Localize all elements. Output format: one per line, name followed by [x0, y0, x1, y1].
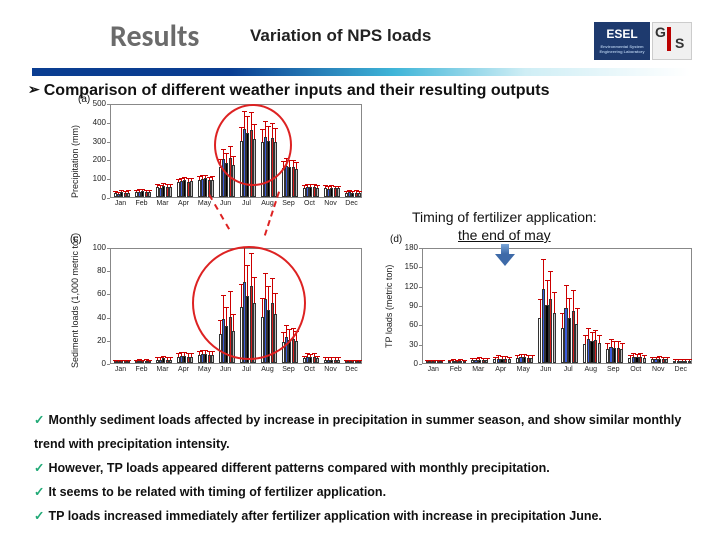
logo-gis-s: S	[675, 35, 684, 51]
logo-esel: ESEL Environmental SystemEngineering Labo…	[594, 22, 650, 60]
bullet-3: ✓ It seems to be related with timing of f…	[34, 480, 714, 504]
intro-label: Comparison of different weather inputs a…	[44, 82, 550, 99]
ylabel-c: Sediment loads (1,000 metric ton)	[70, 233, 80, 368]
header: Results Variation of NPS loads ESEL Envir…	[0, 18, 720, 68]
intro-text: ➢Comparison of different weather inputs …	[28, 82, 550, 100]
bullet-2-text: However, TP loads appeared different pat…	[48, 461, 549, 475]
annotation-line1: Timing of fertilizer application:	[412, 208, 597, 226]
check-icon: ✓	[34, 461, 44, 475]
bullet-4-text: TP loads increased immediately after fer…	[48, 509, 601, 523]
bullet-1-text: Monthly sediment loads affected by incre…	[34, 413, 681, 451]
ylabel-a: Precipitation (mm)	[70, 125, 80, 198]
chart-tp: (d) TP loads (metric ton) 03060901201501…	[398, 248, 700, 378]
header-divider	[32, 68, 690, 76]
annotation-fertilizer: Timing of fertilizer application: the en…	[412, 208, 597, 244]
logo-gis-i	[667, 27, 671, 51]
check-icon: ✓	[34, 485, 44, 499]
arrow-down-icon	[498, 244, 512, 266]
logo-esel-sub: Environmental SystemEngineering Laborato…	[594, 44, 650, 54]
bullet-4: ✓ TP loads increased immediately after fe…	[34, 504, 714, 528]
ylabel-d: TP loads (metric ton)	[384, 265, 394, 348]
page-subtitle: Variation of NPS loads	[250, 26, 431, 46]
check-icon: ✓	[34, 413, 44, 427]
bullet-1: ✓Monthly sediment loads affected by incr…	[34, 408, 714, 456]
logo-gis: G S	[652, 22, 692, 60]
bullet-list: ✓Monthly sediment loads affected by incr…	[34, 408, 714, 528]
bullet-2: ✓ However, TP loads appeared different pa…	[34, 456, 714, 480]
page-title: Results	[110, 18, 199, 55]
chevron-icon: ➢	[28, 81, 40, 98]
bullet-3-text: It seems to be related with timing of fe…	[48, 485, 386, 499]
annotation-line2: the end of may	[412, 226, 597, 244]
check-icon: ✓	[34, 509, 44, 523]
highlight-circle-a	[214, 104, 292, 186]
logo-esel-text: ESEL	[606, 27, 637, 41]
logo-gis-g: G	[655, 24, 666, 40]
plot-d	[422, 248, 692, 364]
highlight-circle-c	[192, 246, 306, 360]
